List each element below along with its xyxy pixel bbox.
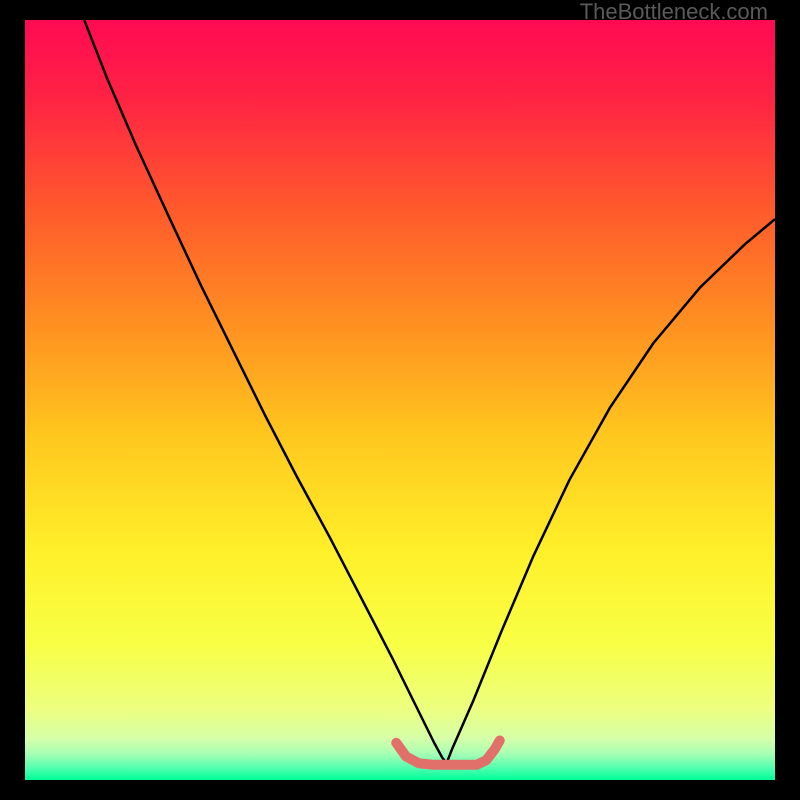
accent-segment	[396, 740, 500, 764]
plot-area	[25, 20, 775, 780]
curve-layer	[25, 20, 775, 780]
chart-container: TheBottleneck.com	[0, 0, 800, 800]
border-left	[0, 0, 25, 800]
border-bottom	[0, 780, 800, 800]
watermark-text: TheBottleneck.com	[580, 0, 768, 25]
border-right	[775, 0, 800, 800]
bottleneck-curve	[84, 20, 775, 763]
